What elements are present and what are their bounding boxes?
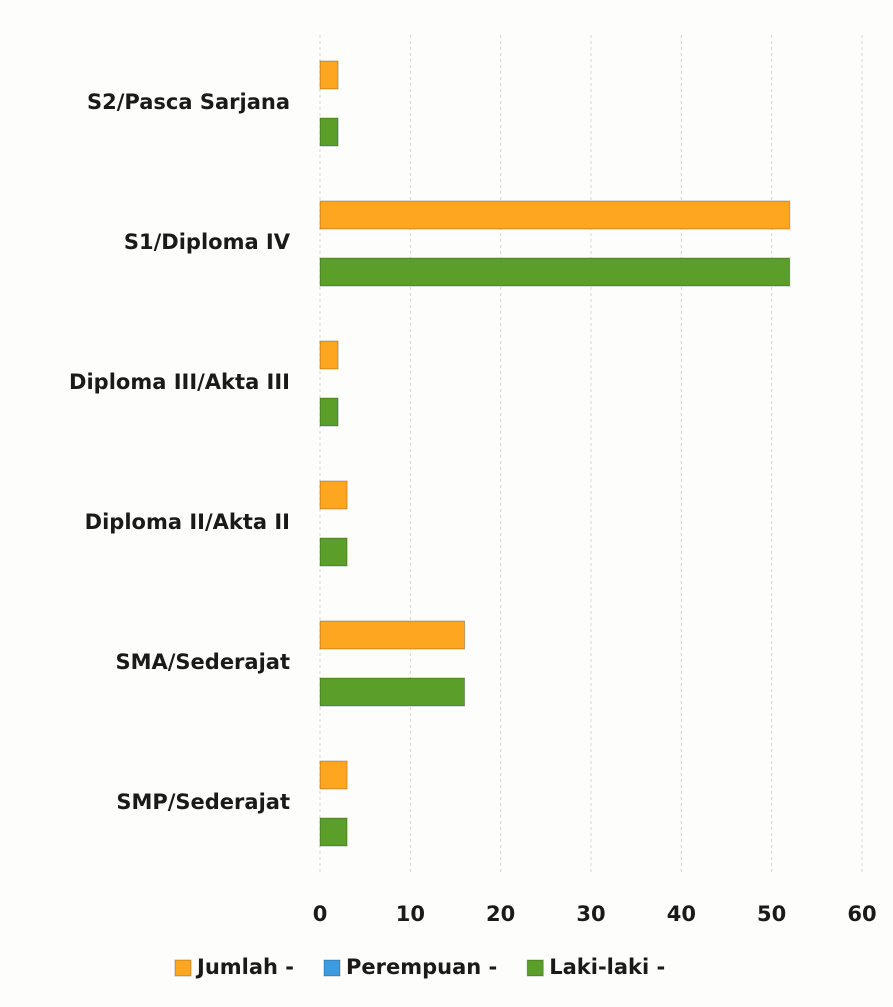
category-label: Diploma III/Akta III [69, 370, 290, 394]
bar [319, 480, 348, 510]
bar [319, 340, 339, 370]
category-label: SMA/Sederajat [115, 650, 290, 674]
category-label: S2/Pasca Sarjana [87, 90, 290, 114]
legend-swatch [323, 959, 341, 977]
x-tick-label: 60 [847, 902, 876, 926]
bar [319, 620, 466, 650]
legend-label: Perempuan - [346, 955, 497, 979]
bar [319, 117, 339, 147]
legend-label: Laki-laki - [549, 955, 665, 979]
legend-swatch [526, 959, 544, 977]
category-label: Diploma II/Akta II [85, 510, 290, 534]
bar [319, 200, 791, 230]
x-tick-label: 50 [757, 902, 786, 926]
x-tick-label: 0 [313, 902, 328, 926]
x-tick-label: 20 [486, 902, 515, 926]
bar [319, 677, 466, 707]
x-tick-label: 30 [576, 902, 605, 926]
category-label: SMP/Sederajat [116, 790, 290, 814]
bar [319, 537, 348, 567]
x-tick-label: 10 [396, 902, 425, 926]
bar [319, 60, 339, 90]
bar [319, 817, 348, 847]
legend-label: Jumlah - [195, 955, 294, 979]
category-label: S1/Diploma IV [124, 230, 291, 254]
legend-swatch [174, 959, 192, 977]
bar [319, 397, 339, 427]
x-tick-label: 40 [667, 902, 696, 926]
bar [319, 257, 791, 287]
bar [319, 760, 348, 790]
